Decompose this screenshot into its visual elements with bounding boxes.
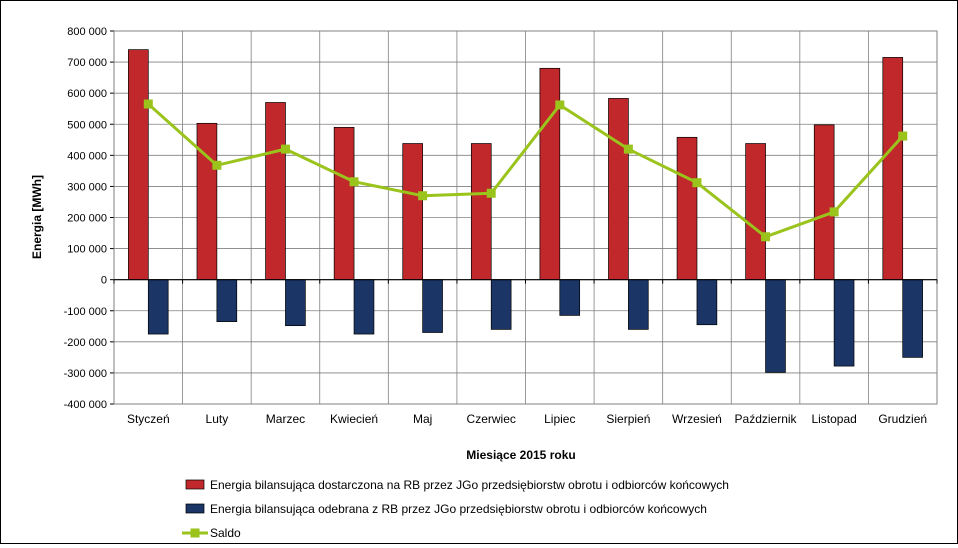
x-tick-label: Maj xyxy=(413,412,432,426)
bar-dostarczona xyxy=(265,102,286,281)
x-tick-label: Lipiec xyxy=(544,412,575,426)
x-tick-label: Kwiecień xyxy=(330,412,378,426)
bar-odebrana xyxy=(216,279,238,322)
bar-dostarczona xyxy=(676,136,698,281)
bar-odebrana xyxy=(765,279,786,373)
bar-dostarczona xyxy=(196,122,218,281)
x-tick-label: Luty xyxy=(206,412,229,426)
saldo-point xyxy=(143,99,153,109)
y-axis-label: Energia [MWh] xyxy=(30,175,44,259)
bar-dostarczona xyxy=(813,124,835,281)
y-tick-label: -300 000 xyxy=(64,368,107,380)
x-tick-label: Sierpień xyxy=(606,412,650,426)
y-tick-label: 100 000 xyxy=(67,244,107,256)
bar-dostarczona xyxy=(470,143,492,281)
bar-odebrana xyxy=(285,279,306,327)
saldo-line xyxy=(143,99,908,242)
saldo-point xyxy=(486,188,496,198)
bar-odebrana xyxy=(902,279,923,358)
y-tick-label: 400 000 xyxy=(67,150,107,162)
y-tick-label: -400 000 xyxy=(64,399,107,411)
saldo-point xyxy=(829,207,839,217)
bar-dostarczona xyxy=(745,143,766,281)
saldo-polyline xyxy=(147,102,904,239)
saldo-point xyxy=(349,177,359,187)
x-tick-label: Listopad xyxy=(811,412,856,426)
legend: Energia bilansująca dostarczona na RB pr… xyxy=(182,478,729,540)
y-tick-label: 200 000 xyxy=(67,213,107,225)
legend-label: Energia bilansująca odebrana z RB przez … xyxy=(210,502,707,516)
y-tick-label: 500 000 xyxy=(67,119,107,131)
saldo-point xyxy=(761,232,771,242)
bars xyxy=(128,49,923,373)
bar-odebrana xyxy=(490,279,512,330)
y-tick-label: 300 000 xyxy=(67,181,107,193)
x-tick-label: Grudzień xyxy=(878,412,927,426)
bar-dostarczona xyxy=(333,127,355,281)
x-tick-labels: Styczeń Luty Marzec Kwiecień Maj Czerwiec Lipi… xyxy=(127,412,927,426)
bar-odebrana xyxy=(422,279,443,333)
saldo-point xyxy=(212,160,222,170)
x-tick-label: Październik xyxy=(735,412,798,426)
bar-dostarczona xyxy=(608,98,629,281)
bar-odebrana xyxy=(628,279,649,330)
saldo-point xyxy=(623,144,633,154)
bar-dostarczona xyxy=(539,67,561,281)
x-tick-label: Czerwiec xyxy=(467,412,516,426)
legend-swatch xyxy=(185,503,205,514)
y-tick-label: 800 000 xyxy=(67,26,107,38)
y-tick-label: -100 000 xyxy=(64,306,107,318)
y-tick-label: 600 000 xyxy=(67,88,107,100)
saldo-point xyxy=(898,131,908,141)
x-tick-label: Marzec xyxy=(266,412,305,426)
bar-odebrana xyxy=(833,279,855,367)
y-tick-label: -200 000 xyxy=(64,337,107,349)
saldo-point xyxy=(280,144,290,154)
bar-odebrana xyxy=(353,279,375,335)
bar-odebrana xyxy=(696,279,718,326)
bar-odebrana xyxy=(559,279,581,316)
x-axis-label: Miesiące 2015 roku xyxy=(466,448,575,462)
saldo-point xyxy=(555,100,565,110)
x-tick-label: Styczeń xyxy=(127,412,170,426)
legend-marker xyxy=(190,528,200,538)
y-tick-label: 700 000 xyxy=(67,57,107,69)
y-tick-label: 0 xyxy=(101,275,107,287)
zero-axis xyxy=(113,279,938,284)
y-tick-labels: 800 000 700 000 600 000 500 000 400 000 300 0… xyxy=(64,26,107,411)
saldo-point xyxy=(418,191,428,201)
legend-label: Saldo xyxy=(210,526,241,540)
legend-label: Energia bilansująca dostarczona na RB pr… xyxy=(210,478,729,492)
legend-swatch xyxy=(185,479,205,490)
x-tick-label: Wrzesień xyxy=(672,412,722,426)
bar-dostarczona xyxy=(882,57,904,281)
saldo-point xyxy=(692,178,702,188)
bar-dostarczona xyxy=(128,49,149,281)
gridlines xyxy=(110,30,938,405)
bar-dostarczona xyxy=(402,143,423,281)
bar-odebrana xyxy=(147,279,169,335)
